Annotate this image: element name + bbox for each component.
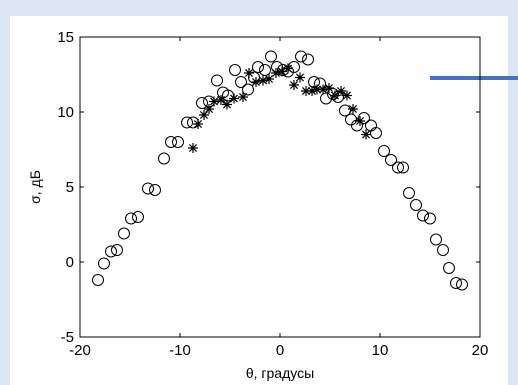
circle-point: [181, 116, 193, 129]
star-point: [209, 96, 219, 107]
y-tick-label: 0: [66, 254, 74, 271]
star-point: [342, 90, 352, 101]
circle-point: [456, 278, 468, 291]
star-point: [264, 74, 274, 84]
circle-point: [302, 53, 314, 66]
circle-point: [158, 152, 170, 165]
circle-point: [358, 112, 370, 124]
circle-point: [450, 277, 462, 289]
circle-point: [229, 64, 241, 76]
circle-point: [98, 257, 110, 270]
circle-point: [339, 104, 351, 117]
circle-point: [403, 187, 415, 199]
star-point: [295, 72, 305, 83]
circle-point: [295, 50, 307, 63]
circle-point: [235, 76, 247, 88]
star-point: [229, 93, 239, 104]
star-point: [258, 75, 268, 86]
circle-point: [172, 136, 184, 148]
y-axis-label: σ, дБ: [27, 170, 43, 204]
x-tick-label: -10: [169, 342, 191, 359]
circle-point: [308, 76, 320, 88]
star-point: [238, 92, 248, 102]
x-tick-label: -20: [69, 342, 91, 359]
star-point: [244, 68, 254, 78]
circle-point: [370, 127, 382, 139]
circle-point: [211, 74, 223, 87]
star-point: [307, 86, 317, 96]
circle-point: [378, 145, 390, 157]
plot-frame: [79, 36, 481, 338]
star-point: [330, 90, 340, 101]
star-point: [312, 84, 322, 95]
circle-point: [345, 113, 357, 126]
star-point: [301, 86, 311, 96]
circle-point: [118, 227, 130, 240]
star-point: [336, 86, 346, 96]
star-point: [216, 95, 226, 105]
y-tick-label: 10: [57, 104, 74, 121]
circle-point: [132, 211, 144, 223]
star-point: [188, 143, 198, 153]
y-tick-label: -5: [61, 329, 74, 346]
star-point: [199, 110, 209, 120]
star-point: [361, 129, 371, 140]
circle-point: [392, 161, 404, 174]
star-point: [222, 99, 232, 110]
star-point: [289, 80, 299, 90]
circle-point: [351, 119, 363, 132]
circle-point: [252, 61, 264, 73]
circle-point: [142, 182, 154, 195]
circle-point: [385, 154, 397, 166]
star-point: [324, 83, 334, 93]
circle-point: [165, 136, 177, 148]
x-tick-label: 20: [472, 342, 489, 359]
star-point: [193, 119, 203, 129]
y-tick-label: 15: [57, 29, 74, 46]
circle-point: [111, 244, 123, 256]
circle-point: [105, 245, 117, 258]
circle-point: [397, 161, 409, 174]
circle-point: [259, 64, 271, 76]
circle-point: [125, 212, 137, 225]
circle-point: [443, 262, 455, 274]
circle-point: [149, 184, 161, 196]
star-point: [271, 68, 281, 78]
circle-point: [265, 50, 277, 63]
star-point: [318, 84, 328, 95]
accent-line: [430, 76, 518, 80]
circle-point: [430, 233, 442, 246]
circle-point: [314, 77, 326, 90]
circle-point: [424, 212, 436, 225]
star-point: [355, 116, 365, 126]
x-axis-label: θ, градусы: [246, 365, 314, 381]
circle-point: [242, 83, 254, 96]
x-tick-label: 10: [372, 342, 389, 359]
circle-point: [365, 119, 377, 132]
x-tick-label: 0: [276, 342, 284, 359]
data-marks: [92, 50, 468, 291]
circle-point: [92, 274, 104, 286]
star-point: [283, 63, 293, 74]
circle-point: [410, 199, 422, 211]
star-point: [277, 66, 287, 77]
circle-point: [417, 209, 429, 222]
star-point: [204, 104, 214, 114]
y-tick-label: 5: [66, 179, 74, 196]
axis-ticks: [79, 36, 481, 338]
circle-point: [196, 97, 208, 109]
star-point: [251, 77, 261, 87]
star-point: [348, 104, 358, 114]
circle-point: [437, 244, 449, 256]
tick-labels: -20 -10 0 10 20 -5 0 5 10 15: [57, 29, 488, 359]
